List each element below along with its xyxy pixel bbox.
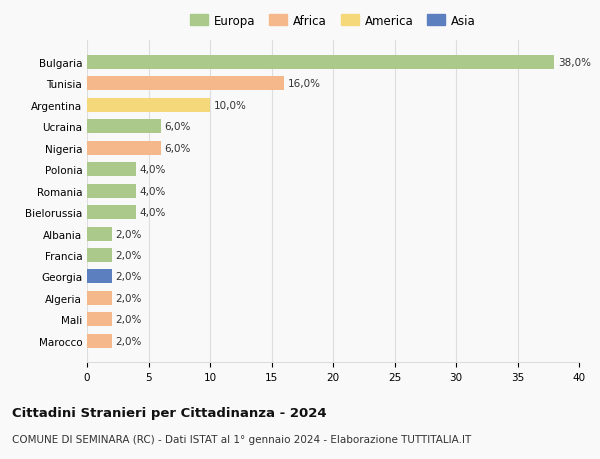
Text: 10,0%: 10,0% bbox=[214, 101, 247, 111]
Text: 2,0%: 2,0% bbox=[115, 315, 142, 325]
Bar bbox=[87, 206, 136, 219]
Text: 38,0%: 38,0% bbox=[558, 58, 591, 68]
Bar bbox=[87, 56, 554, 70]
Bar bbox=[87, 120, 161, 134]
Bar bbox=[87, 141, 161, 156]
Bar bbox=[87, 185, 136, 198]
Text: 2,0%: 2,0% bbox=[115, 272, 142, 282]
Text: 2,0%: 2,0% bbox=[115, 229, 142, 239]
Text: 4,0%: 4,0% bbox=[140, 186, 166, 196]
Bar bbox=[87, 248, 112, 263]
Bar bbox=[87, 163, 136, 177]
Bar bbox=[87, 270, 112, 284]
Bar bbox=[87, 334, 112, 348]
Bar bbox=[87, 291, 112, 305]
Text: 16,0%: 16,0% bbox=[287, 79, 320, 89]
Text: 2,0%: 2,0% bbox=[115, 336, 142, 346]
Legend: Europa, Africa, America, Asia: Europa, Africa, America, Asia bbox=[185, 10, 481, 32]
Bar bbox=[87, 313, 112, 327]
Text: 2,0%: 2,0% bbox=[115, 293, 142, 303]
Bar bbox=[87, 227, 112, 241]
Text: Cittadini Stranieri per Cittadinanza - 2024: Cittadini Stranieri per Cittadinanza - 2… bbox=[12, 406, 326, 419]
Text: 2,0%: 2,0% bbox=[115, 251, 142, 260]
Bar bbox=[87, 77, 284, 91]
Text: 4,0%: 4,0% bbox=[140, 207, 166, 218]
Bar bbox=[87, 99, 210, 112]
Text: 6,0%: 6,0% bbox=[164, 122, 191, 132]
Text: COMUNE DI SEMINARA (RC) - Dati ISTAT al 1° gennaio 2024 - Elaborazione TUTTITALI: COMUNE DI SEMINARA (RC) - Dati ISTAT al … bbox=[12, 434, 471, 444]
Text: 6,0%: 6,0% bbox=[164, 144, 191, 153]
Text: 4,0%: 4,0% bbox=[140, 165, 166, 175]
